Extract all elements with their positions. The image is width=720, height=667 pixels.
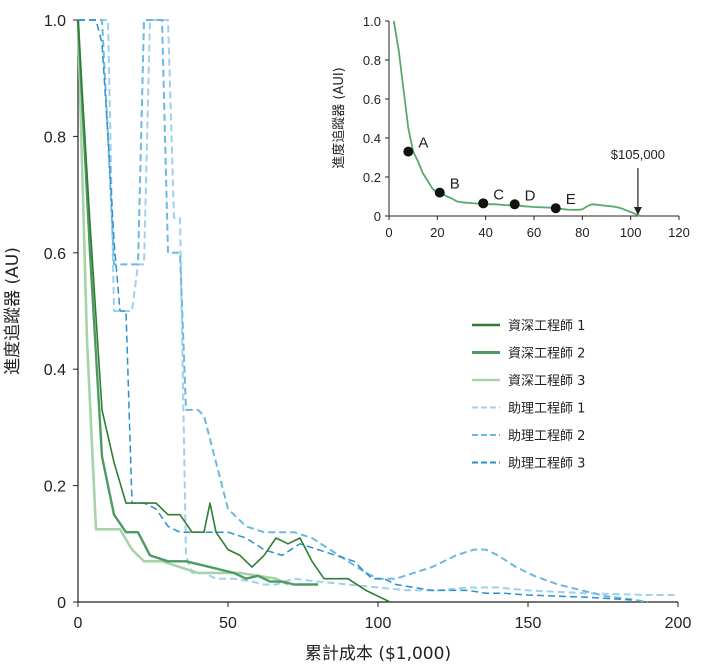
legend-entry-label: 助理工程師 1 [508,402,585,417]
inset-series-line [392,20,641,217]
main-y-tick-label: 0.2 [44,479,66,496]
inset-x-tick-label: 60 [527,225,541,240]
legend-entry-label: 資深工程師 3 [508,374,585,389]
inset-x-tick-label: 100 [620,225,642,240]
inset-x-tick-label: 0 [385,225,392,240]
inset-point-label: C [493,186,504,203]
main-y-tick-label: 0.4 [44,362,66,379]
inset-point-D [509,199,520,210]
main-x-tick-label: 100 [365,615,392,632]
inset-point-A [403,146,414,157]
main-y-tick-label: 0 [57,595,66,612]
legend-entry-label: 助理工程師 2 [508,429,585,444]
series-line-5 [78,19,649,603]
inset-x-tick-label: 120 [668,225,690,240]
main-x-axis-label: 累計成本 ($1,000) [305,644,451,664]
main-x-tick-label: 150 [515,615,542,632]
inset-point-label: B [450,176,460,193]
main-series [76,19,678,603]
legend-entry-label: 資深工程師 2 [508,347,585,362]
legend-entry-label: 助理工程師 3 [508,457,585,472]
inset-point-E [550,203,561,214]
inset-point-label: D [525,187,536,204]
inset-y-axis-label: 進度追蹤器 (AUI) [331,67,347,169]
series-line-3 [76,19,289,586]
series-line-2 [76,19,318,586]
inset-point-B [434,187,445,198]
inset-x-tick-label: 20 [430,225,444,240]
inset-point-label: E [566,191,576,208]
legend: 資深工程師 1 資深工程師 2 資深工程師 3 助理工程師 1 助理工程師 2 助理工程師… [472,319,585,472]
inset-series [392,20,641,217]
annotation-label: $105,000 [611,147,665,162]
main-x-tick-label: 50 [219,615,237,632]
main-y-tick-label: 0.6 [44,246,66,263]
inset-points: A B C D E [403,135,576,214]
legend-entry-label: 資深工程師 1 [508,319,585,334]
inset-x-tick-label: 40 [478,225,492,240]
inset-y-tick-label: 0 [374,209,381,224]
inset-ticks: 0 20 40 60 80 100 120 0 0.2 0.4 0.6 0.8 1.0 [363,14,690,240]
series-line-4 [78,19,678,596]
series-line-6 [78,19,637,602]
inset-y-tick-label: 0.2 [363,170,381,185]
inset-annotation: $105,000 [611,147,665,215]
series-line-1 [77,19,391,603]
inset-y-tick-label: 0.6 [363,92,381,107]
inset-y-tick-label: 1.0 [363,14,381,29]
inset-y-tick-label: 0.8 [363,53,381,68]
annotation-arrow-head [633,207,642,215]
main-y-axis-label: 進度追蹤器 (AU) [3,247,23,375]
inset-point-C [478,198,489,209]
main-y-tick-label: 0.8 [44,129,66,146]
inset-point-label: A [418,135,428,152]
inset-x-tick-label: 80 [575,225,589,240]
main-y-tick-label: 1.0 [44,13,66,30]
inset-y-tick-label: 0.4 [363,131,381,146]
main-x-tick-label: 200 [665,615,692,632]
main-x-tick-label: 0 [74,615,83,632]
